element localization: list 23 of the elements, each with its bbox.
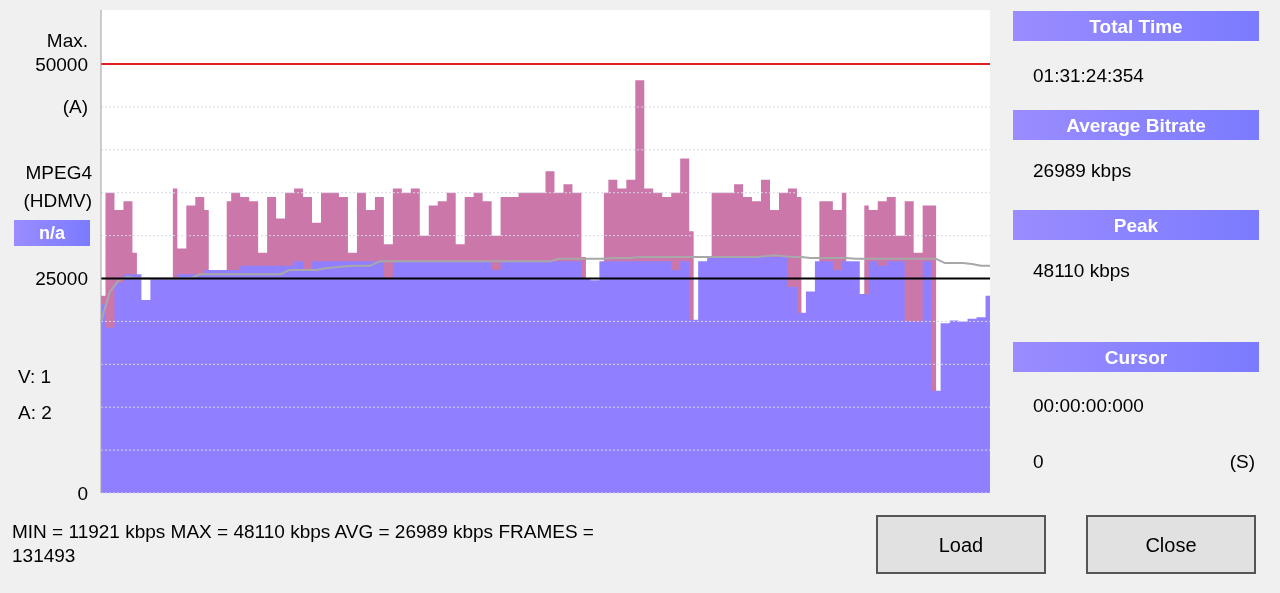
text: (A) bbox=[62, 95, 88, 117]
text: 01:31:24:354 bbox=[1033, 64, 1145, 86]
text: Cursor bbox=[1104, 346, 1168, 368]
text: 26989 kbps bbox=[1033, 159, 1132, 181]
text: 00:00:00:000 bbox=[1033, 394, 1144, 416]
text: Total Time bbox=[1089, 15, 1183, 37]
text: Max. bbox=[46, 29, 88, 51]
text: V: 1 bbox=[18, 365, 52, 387]
text: 48110 kbps bbox=[1033, 259, 1130, 281]
text: MIN = 11921 kbps MAX = 48110 kbps AVG = 26989 kbps FRAMES = 131493 bbox=[12, 520, 594, 567]
text: Load bbox=[938, 533, 984, 556]
text: MPEG4 bbox=[25, 161, 93, 183]
y-tick-label: 0 bbox=[77, 482, 88, 504]
text: (HDMV) bbox=[23, 189, 92, 211]
text: Peak bbox=[1113, 214, 1159, 236]
text: n/a bbox=[38, 223, 66, 244]
y-tick-label: 25000 bbox=[35, 268, 88, 290]
text: 0 bbox=[1033, 450, 1044, 472]
text: Close bbox=[1145, 533, 1197, 556]
y-tick-label: 50000 bbox=[35, 53, 88, 75]
text: A: 2 bbox=[18, 401, 52, 423]
text: Average Bitrate bbox=[1066, 114, 1206, 136]
text: (S) bbox=[1229, 450, 1255, 472]
